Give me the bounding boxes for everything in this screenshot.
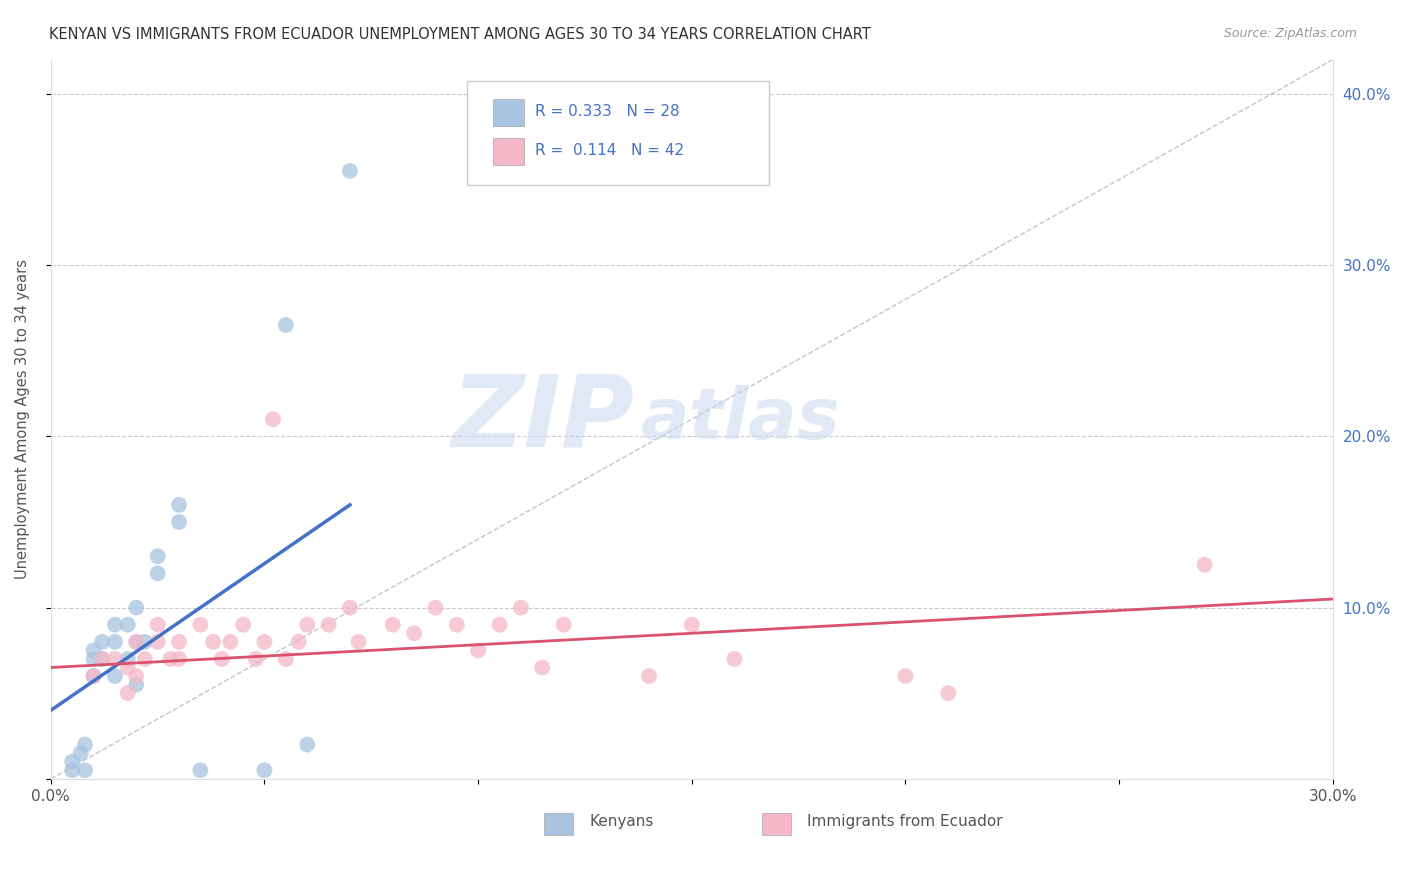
Point [134, 652, 156, 666]
Point [91, 652, 114, 666]
Point [83, 652, 105, 666]
Point [287, 635, 309, 649]
Point [219, 635, 242, 649]
Point [104, 652, 127, 666]
Text: Kenyans: Kenyans [589, 814, 654, 830]
Point [446, 617, 468, 632]
Point [262, 412, 284, 426]
Point [117, 652, 139, 666]
Point [723, 652, 745, 666]
Point [297, 617, 319, 632]
Point [318, 617, 340, 632]
Point [117, 686, 139, 700]
Point [553, 617, 575, 632]
Point [104, 617, 127, 632]
FancyBboxPatch shape [467, 81, 769, 186]
Point [202, 635, 225, 649]
Bar [494, 138, 524, 165]
Point [146, 635, 169, 649]
Text: Source: ZipAtlas.com: Source: ZipAtlas.com [1223, 27, 1357, 40]
Point [117, 617, 139, 632]
Bar [494, 99, 524, 127]
Text: ZIP: ZIP [451, 371, 634, 467]
Point [125, 600, 148, 615]
Point [60, 764, 83, 778]
Point [339, 164, 361, 178]
Point [894, 669, 917, 683]
Point [125, 635, 148, 649]
Point [297, 738, 319, 752]
Point [211, 652, 233, 666]
Text: R = 0.333   N = 28: R = 0.333 N = 28 [536, 103, 681, 119]
Point [347, 635, 370, 649]
Point [245, 652, 267, 666]
Point [232, 617, 254, 632]
Point [190, 617, 212, 632]
Point [104, 669, 127, 683]
Text: Immigrants from Ecuador: Immigrants from Ecuador [807, 814, 1002, 830]
Point [146, 549, 169, 564]
Point [425, 600, 447, 615]
Point [274, 652, 297, 666]
Point [488, 617, 510, 632]
Text: atlas: atlas [641, 384, 841, 454]
Point [190, 764, 212, 778]
Point [125, 678, 148, 692]
Point [274, 318, 297, 332]
Point [936, 686, 959, 700]
Point [104, 635, 127, 649]
Point [638, 669, 661, 683]
Y-axis label: Unemployment Among Ages 30 to 34 years: Unemployment Among Ages 30 to 34 years [15, 260, 30, 579]
Point [60, 755, 83, 769]
Point [146, 617, 169, 632]
Point [167, 635, 190, 649]
Point [167, 515, 190, 529]
Point [125, 669, 148, 683]
Point [73, 764, 96, 778]
Point [467, 643, 489, 657]
Point [134, 635, 156, 649]
Point [167, 652, 190, 666]
Text: R =  0.114   N = 42: R = 0.114 N = 42 [536, 143, 685, 158]
Point [69, 746, 91, 760]
Point [253, 764, 276, 778]
Point [91, 652, 114, 666]
Point [146, 566, 169, 581]
Point [117, 660, 139, 674]
Point [531, 660, 554, 674]
Bar [544, 814, 572, 835]
Text: KENYAN VS IMMIGRANTS FROM ECUADOR UNEMPLOYMENT AMONG AGES 30 TO 34 YEARS CORRELA: KENYAN VS IMMIGRANTS FROM ECUADOR UNEMPL… [49, 27, 870, 42]
Point [125, 635, 148, 649]
Bar [762, 814, 790, 835]
Point [339, 600, 361, 615]
Point [381, 617, 404, 632]
Point [83, 643, 105, 657]
Point [159, 652, 181, 666]
Point [83, 669, 105, 683]
Point [253, 635, 276, 649]
Point [83, 669, 105, 683]
Point [681, 617, 703, 632]
Point [509, 600, 531, 615]
Point [73, 738, 96, 752]
Point [1194, 558, 1216, 572]
Point [402, 626, 425, 640]
Point [167, 498, 190, 512]
Point [91, 635, 114, 649]
